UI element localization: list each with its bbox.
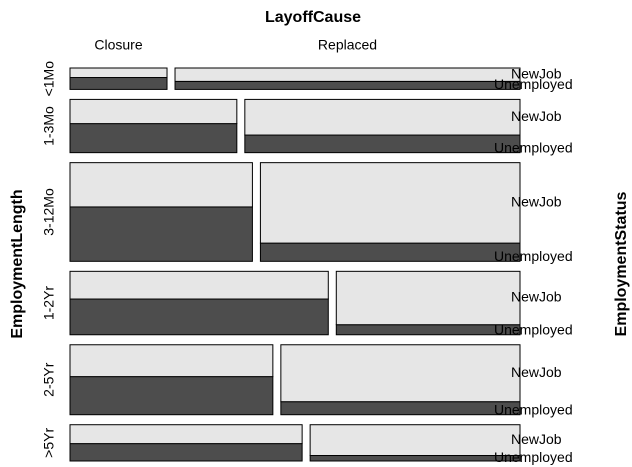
status-label: Unemployed [494,139,573,155]
column-label: Closure [94,37,142,53]
mosaic-tile [69,206,253,262]
status-label: NewJob [511,431,562,447]
chart-title: LayoffCause [265,9,361,26]
mosaic-tile [69,123,238,154]
row-label: <1Mo [41,61,57,97]
mosaic-tile [174,80,521,90]
status-label: NewJob [511,65,562,81]
mosaic-tile [69,344,274,378]
mosaic-tile [174,67,521,82]
row-label: 1-2Yr [41,286,57,321]
row-label: 1-3Mo [41,106,57,146]
row-label: 2-5Yr [41,362,57,397]
z-axis-title: EmploymentStatus [613,191,630,336]
y-axis-title: EmploymentLength [9,189,26,338]
status-label: NewJob [511,108,562,124]
mosaic-tile [259,242,521,262]
status-label: Unemployed [494,401,573,417]
mosaic-tile [69,443,303,462]
mosaic-tile [335,270,521,326]
status-label: NewJob [511,194,562,210]
mosaic-tile [69,376,274,416]
mosaic-tile [69,162,253,208]
mosaic-tile [280,344,521,403]
mosaic-tile [280,401,521,416]
mosaic-tile [69,98,238,125]
mosaic-tile [259,162,521,244]
mosaic-tile [309,455,521,462]
mosaic-tile [309,424,521,457]
status-label: Unemployed [494,449,573,465]
mosaic-tile [244,98,521,136]
mosaic-tile [69,77,168,90]
status-label: Unemployed [494,248,573,264]
mosaic-tile [244,134,521,154]
mosaic-tile [69,67,168,79]
mosaic-tile [69,298,329,336]
status-label: NewJob [511,364,562,380]
status-label: Unemployed [494,321,573,337]
status-label: NewJob [511,289,562,305]
column-label: Replaced [318,37,377,53]
row-label: 3-12Mo [41,188,57,236]
status-label: Unemployed [494,76,573,92]
mosaic-tile [335,324,521,336]
row-label: >5Yr [41,428,57,458]
mosaic-tile [69,424,303,445]
mosaic-tile [69,270,329,300]
